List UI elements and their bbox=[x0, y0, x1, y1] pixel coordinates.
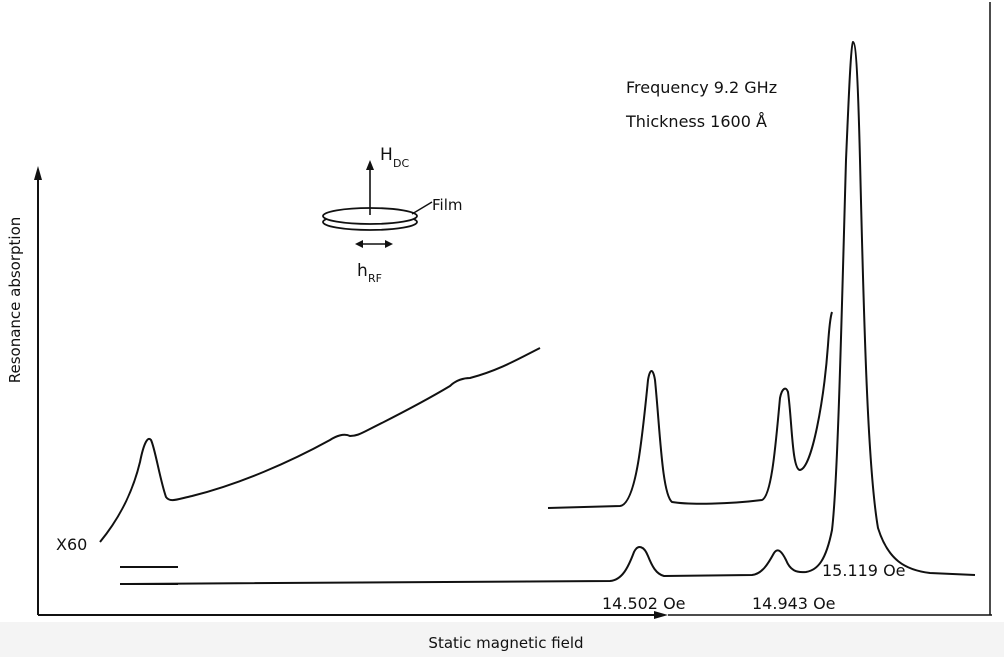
hdc-subscript: DC bbox=[393, 157, 409, 170]
film-leader-line bbox=[411, 201, 433, 215]
main-spectrum-trace bbox=[119, 40, 976, 585]
hrf-label: h bbox=[357, 261, 368, 281]
peak-label-2: 14.943 Oe bbox=[752, 594, 836, 613]
y-axis-arrow bbox=[34, 166, 42, 180]
x-axis-arrow bbox=[654, 611, 668, 619]
frequency-label: Frequency 9.2 GHz bbox=[626, 78, 777, 97]
magnification-label: X60 bbox=[56, 535, 87, 554]
magnified-trace-left bbox=[99, 347, 541, 543]
y-axis-label: Resonance absorption bbox=[6, 217, 24, 384]
peak-label-3: 15.119 Oe bbox=[822, 561, 906, 580]
hdc-label: H bbox=[380, 145, 393, 165]
hrf-subscript: RF bbox=[368, 272, 382, 285]
peak-label-1: 14.502 Oe bbox=[602, 594, 686, 613]
hrf-arrow-right bbox=[385, 240, 393, 248]
film-label: Film bbox=[432, 196, 462, 214]
bottom-strip bbox=[0, 622, 1004, 657]
x-axis-label: Static magnetic field bbox=[428, 634, 583, 652]
hrf-arrow-left bbox=[355, 240, 363, 248]
film-diagram: H DC Film h RF bbox=[322, 145, 462, 285]
magnified-trace-right bbox=[547, 311, 833, 509]
thickness-label: Thickness 1600 Å bbox=[625, 112, 767, 131]
hdc-arrow-head bbox=[366, 160, 374, 170]
